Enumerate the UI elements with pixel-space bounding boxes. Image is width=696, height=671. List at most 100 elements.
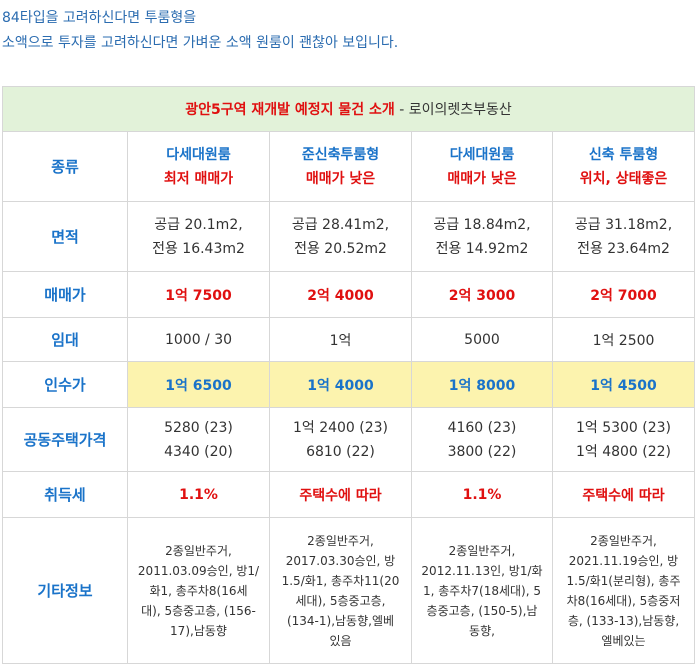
etc-cell: 2종일반주거, 2011.03.09승인, 방1/ 화1, 총주차8(16세 대… — [127, 517, 270, 664]
etc-line: 1.5/화1(분리형), 총주 — [566, 573, 681, 588]
table-title-separator: - — [394, 102, 409, 118]
tax-cell: 주택수에 따라 — [269, 471, 412, 518]
official-price-line2: 3800 (22) — [447, 443, 517, 460]
official-price-line1: 1억 5300 (23) — [575, 419, 672, 436]
etc-cell: 2종일반주거, 2012.11.13인, 방1/화 1, 총주차7(18세대),… — [411, 517, 553, 664]
area-line2: 전용 20.52m2 — [294, 240, 387, 257]
table-header: 광안5구역 재개발 예정지 물건 소개 - 로이의렛츠부동산 — [1, 86, 696, 132]
official-price-cell: 1억 2400 (23) 6810 (22) — [269, 407, 412, 472]
official-price-line2: 6810 (22) — [306, 443, 375, 460]
type-line2: 매매가 낮은 — [305, 170, 376, 187]
etc-line: 2012.11.13인, 방1/화 — [421, 563, 543, 578]
etc-cell: 2종일반주거, 2017.03.30승인, 방 1.5/화1, 총주차11(20… — [269, 517, 412, 664]
table-row-etc: 기타정보 2종일반주거, 2011.03.09승인, 방1/ 화1, 총주차8(… — [2, 517, 696, 664]
etc-line: 2종일반주거, — [307, 533, 374, 548]
table-header-row: 광안5구역 재개발 예정지 물건 소개 - 로이의렛츠부동산 — [1, 86, 696, 132]
area-line1: 공급 31.18m2, — [574, 216, 673, 233]
table-row-area: 면적 공급 20.1m2, 전용 16.43m2 공급 28.41m2, 전용 20… — [2, 201, 696, 272]
etc-line: 엘베있는 — [601, 633, 646, 648]
official-price-line1: 1억 2400 (23) — [292, 419, 389, 436]
area-line2: 전용 16.43m2 — [152, 240, 245, 257]
table-row-type: 종류 다세대원룸 최저 매매가 준신축투룸형 매매가 낮은 다세대원룸 매매가 낮은 … — [2, 131, 696, 202]
etc-line: 층중고층, (150-5),남 — [426, 603, 538, 618]
etc-line: 층, (133-13),남동향, — [567, 613, 680, 628]
etc-line: 1, 총주차7(18세대), 5 — [423, 583, 541, 598]
rent-cell: 1억 2500 — [551, 317, 696, 362]
row-label-area: 면적 — [2, 201, 128, 272]
price-cell: 2억 4000 — [269, 271, 412, 318]
official-price-cell: 4160 (23) 3800 (22) — [411, 407, 553, 472]
tax-cell: 1.1% — [411, 471, 553, 518]
rent-cell: 5000 — [411, 317, 553, 362]
rent-cell: 1억 — [269, 317, 412, 362]
type-line1: 다세대원룸 — [449, 146, 515, 163]
area-cell: 공급 28.41m2, 전용 20.52m2 — [269, 201, 412, 272]
type-line1: 준신축투룸형 — [301, 146, 380, 163]
official-price-line1: 4160 (23) — [447, 419, 517, 436]
table-row-rent: 임대 1000 / 30 1억 5000 1억 2500 — [2, 317, 696, 362]
etc-line: 2021.11.19승인, 방 — [568, 553, 679, 568]
table-subtitle: 로이의렛츠부동산 — [408, 102, 512, 118]
type-line1: 다세대원룸 — [166, 146, 231, 163]
official-price-cell: 1억 5300 (23) 1억 4800 (22) — [551, 407, 696, 472]
acquisition-cell: 1억 8000 — [411, 361, 553, 408]
table-row-tax: 취득세 1.1% 주택수에 따라 1.1% 주택수에 따라 — [2, 471, 696, 518]
type-line1: 신축 투룸형 — [588, 146, 659, 163]
etc-line: 화1, 총주차8(16세 — [149, 583, 248, 598]
area-cell: 공급 18.84m2, 전용 14.92m2 — [411, 201, 553, 272]
type-line2: 매매가 낮은 — [447, 170, 517, 187]
acquisition-cell: 1억 4500 — [551, 361, 696, 408]
table-row-price: 매매가 1억 7500 2억 4000 2억 3000 2억 7000 — [2, 271, 696, 318]
row-label-price: 매매가 — [2, 271, 128, 318]
type-line2: 위치, 상태좋은 — [579, 170, 668, 187]
tax-cell: 주택수에 따라 — [551, 471, 696, 518]
area-line1: 공급 28.41m2, — [291, 216, 390, 233]
price-cell: 2억 7000 — [551, 271, 696, 318]
table-title: 광안5구역 재개발 예정지 물건 소개 — [185, 102, 395, 118]
row-label-rent: 임대 — [2, 317, 128, 362]
area-cell: 공급 31.18m2, 전용 23.64m2 — [551, 201, 696, 272]
type-line2: 최저 매매가 — [163, 170, 234, 187]
etc-line: 차8(16세대), 5층중저 — [566, 593, 681, 608]
acquisition-cell: 1억 4000 — [269, 361, 412, 408]
etc-line: 있음 — [329, 633, 352, 648]
price-cell: 1억 7500 — [127, 271, 270, 318]
acquisition-cell: 1억 6500 — [127, 361, 270, 408]
intro-text: 84타입을 고려하신다면 투룸형을 소액으로 투자를 고려하신다면 가벼운 소액… — [0, 0, 696, 80]
row-label-official-price: 공동주택가격 — [2, 407, 128, 472]
etc-line: (134-1),남동향,엘베 — [286, 613, 395, 628]
area-cell: 공급 20.1m2, 전용 16.43m2 — [127, 201, 270, 272]
tax-cell: 1.1% — [127, 471, 270, 518]
etc-line: 2종일반주거, — [448, 543, 516, 558]
table-row-acquisition: 인수가 1억 6500 1억 4000 1억 8000 1억 4500 — [2, 361, 696, 408]
etc-line: 세대), 5층중고층, — [295, 593, 386, 608]
official-price-line2: 1억 4800 (22) — [575, 443, 672, 460]
area-line1: 공급 18.84m2, — [433, 216, 531, 233]
official-price-cell: 5280 (23) 4340 (20) — [127, 407, 270, 472]
price-cell: 2억 3000 — [411, 271, 553, 318]
official-price-line1: 5280 (23) — [164, 419, 233, 436]
rent-cell: 1000 / 30 — [127, 317, 270, 362]
table-row-official-price: 공동주택가격 5280 (23) 4340 (20) 1억 2400 (23) 68… — [2, 407, 696, 472]
etc-line: 대), 5층중고층, (156- — [141, 603, 256, 618]
row-label-tax: 취득세 — [2, 471, 128, 518]
etc-line: 17),남동향 — [170, 623, 227, 638]
etc-line: 2종일반주거, — [590, 533, 657, 548]
etc-line: 동향, — [469, 623, 495, 638]
area-line1: 공급 20.1m2, — [154, 216, 243, 233]
etc-line: 2017.03.30승인, 방 — [285, 553, 396, 568]
etc-line: 1.5/화1, 총주차11(20 — [281, 573, 400, 588]
etc-line: 2011.03.09승인, 방1/ — [137, 563, 260, 578]
row-label-acquisition: 인수가 — [2, 361, 128, 408]
row-label-type: 종류 — [2, 131, 128, 202]
area-line2: 전용 23.64m2 — [577, 240, 670, 257]
area-line2: 전용 14.92m2 — [435, 240, 529, 257]
row-label-etc: 기타정보 — [2, 517, 128, 664]
intro-line-2: 소액으로 투자를 고려하신다면 가벼운 소액 원룸이 괜찮아 보입니다. — [2, 35, 399, 51]
etc-line: 2종일반주거, — [165, 543, 232, 558]
